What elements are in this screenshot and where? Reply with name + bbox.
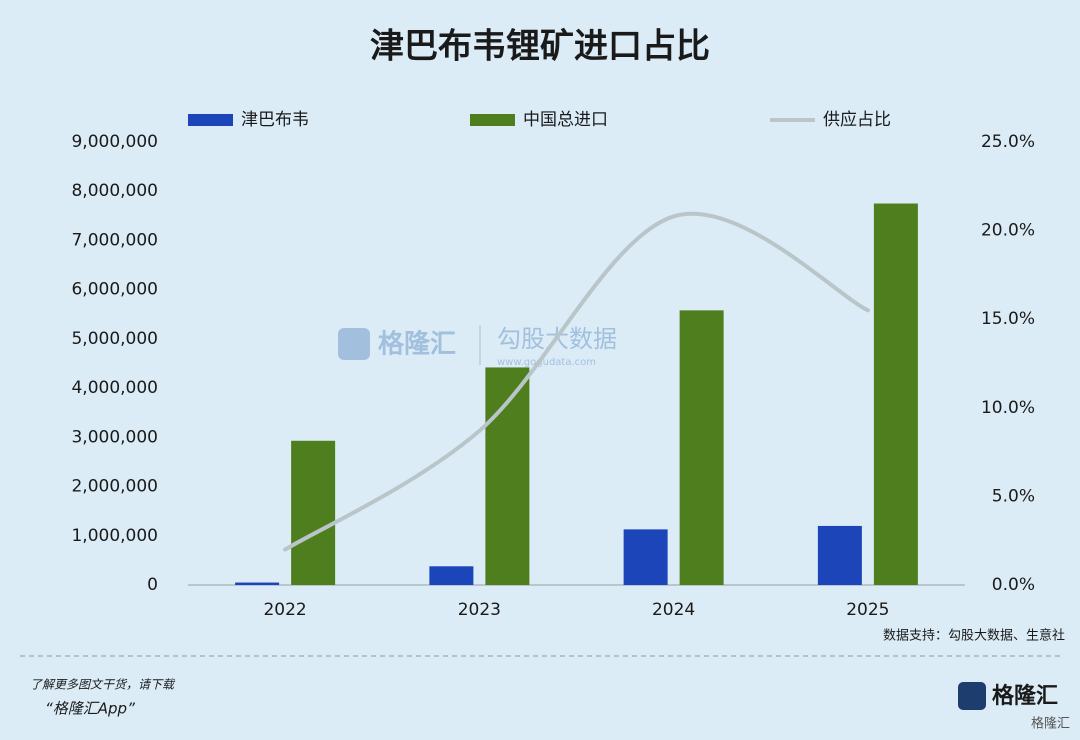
- x-tick-label: 2023: [458, 600, 501, 620]
- bar: [291, 440, 336, 585]
- legend-label: 中国总进口: [523, 110, 608, 130]
- y2-tick-label: 5.0%: [992, 486, 1035, 506]
- y2-tick-label: 20.0%: [981, 221, 1035, 241]
- y2-tick-label: 25.0%: [981, 132, 1035, 152]
- bar: [873, 203, 918, 585]
- y-tick-label: 2,000,000: [71, 477, 158, 497]
- legend-label: 供应占比: [823, 110, 891, 130]
- x-tick-label: 2025: [846, 600, 889, 620]
- y-tick-label: 9,000,000: [71, 132, 158, 152]
- y-tick-label: 6,000,000: [71, 280, 158, 300]
- bar: [429, 566, 474, 585]
- x-tick-label: 2024: [652, 600, 695, 620]
- bar: [679, 310, 724, 585]
- footer-logo: 格隆汇: [992, 683, 1058, 709]
- bar: [235, 582, 280, 585]
- y-tick-label: 3,000,000: [71, 427, 158, 447]
- legend-label: 津巴布韦: [241, 110, 309, 130]
- y-tick-label: 0: [147, 575, 158, 595]
- legend-swatch: [188, 114, 233, 126]
- footer-corner: 格隆汇: [1031, 716, 1070, 732]
- y-tick-label: 8,000,000: [71, 181, 158, 201]
- x-tick-label: 2022: [263, 600, 306, 620]
- bar: [817, 525, 862, 585]
- y2-tick-label: 10.0%: [981, 398, 1035, 418]
- watermark-url: www.gogudata.com: [497, 357, 596, 368]
- y-tick-label: 7,000,000: [71, 230, 158, 250]
- y2-tick-label: 0.0%: [992, 575, 1035, 595]
- watermark-brand: 格隆汇: [378, 329, 456, 360]
- y2-tick-label: 15.0%: [981, 309, 1035, 329]
- legend-swatch: [470, 114, 515, 126]
- y-tick-label: 5,000,000: [71, 329, 158, 349]
- chart-title: 津巴布韦锂矿进口占比: [370, 27, 710, 67]
- bar: [623, 529, 668, 585]
- y-tick-label: 1,000,000: [71, 526, 158, 546]
- source-note: 数据支持：勾股大数据、生意社: [883, 628, 1065, 644]
- footer-logo-icon: [958, 682, 986, 710]
- footer-line1: 了解更多图文干货，请下载: [30, 678, 176, 692]
- footer-line2: “格隆汇App”: [45, 700, 135, 718]
- y-tick-label: 4,000,000: [71, 378, 158, 398]
- watermark-icon: [338, 328, 370, 360]
- line: [283, 211, 870, 552]
